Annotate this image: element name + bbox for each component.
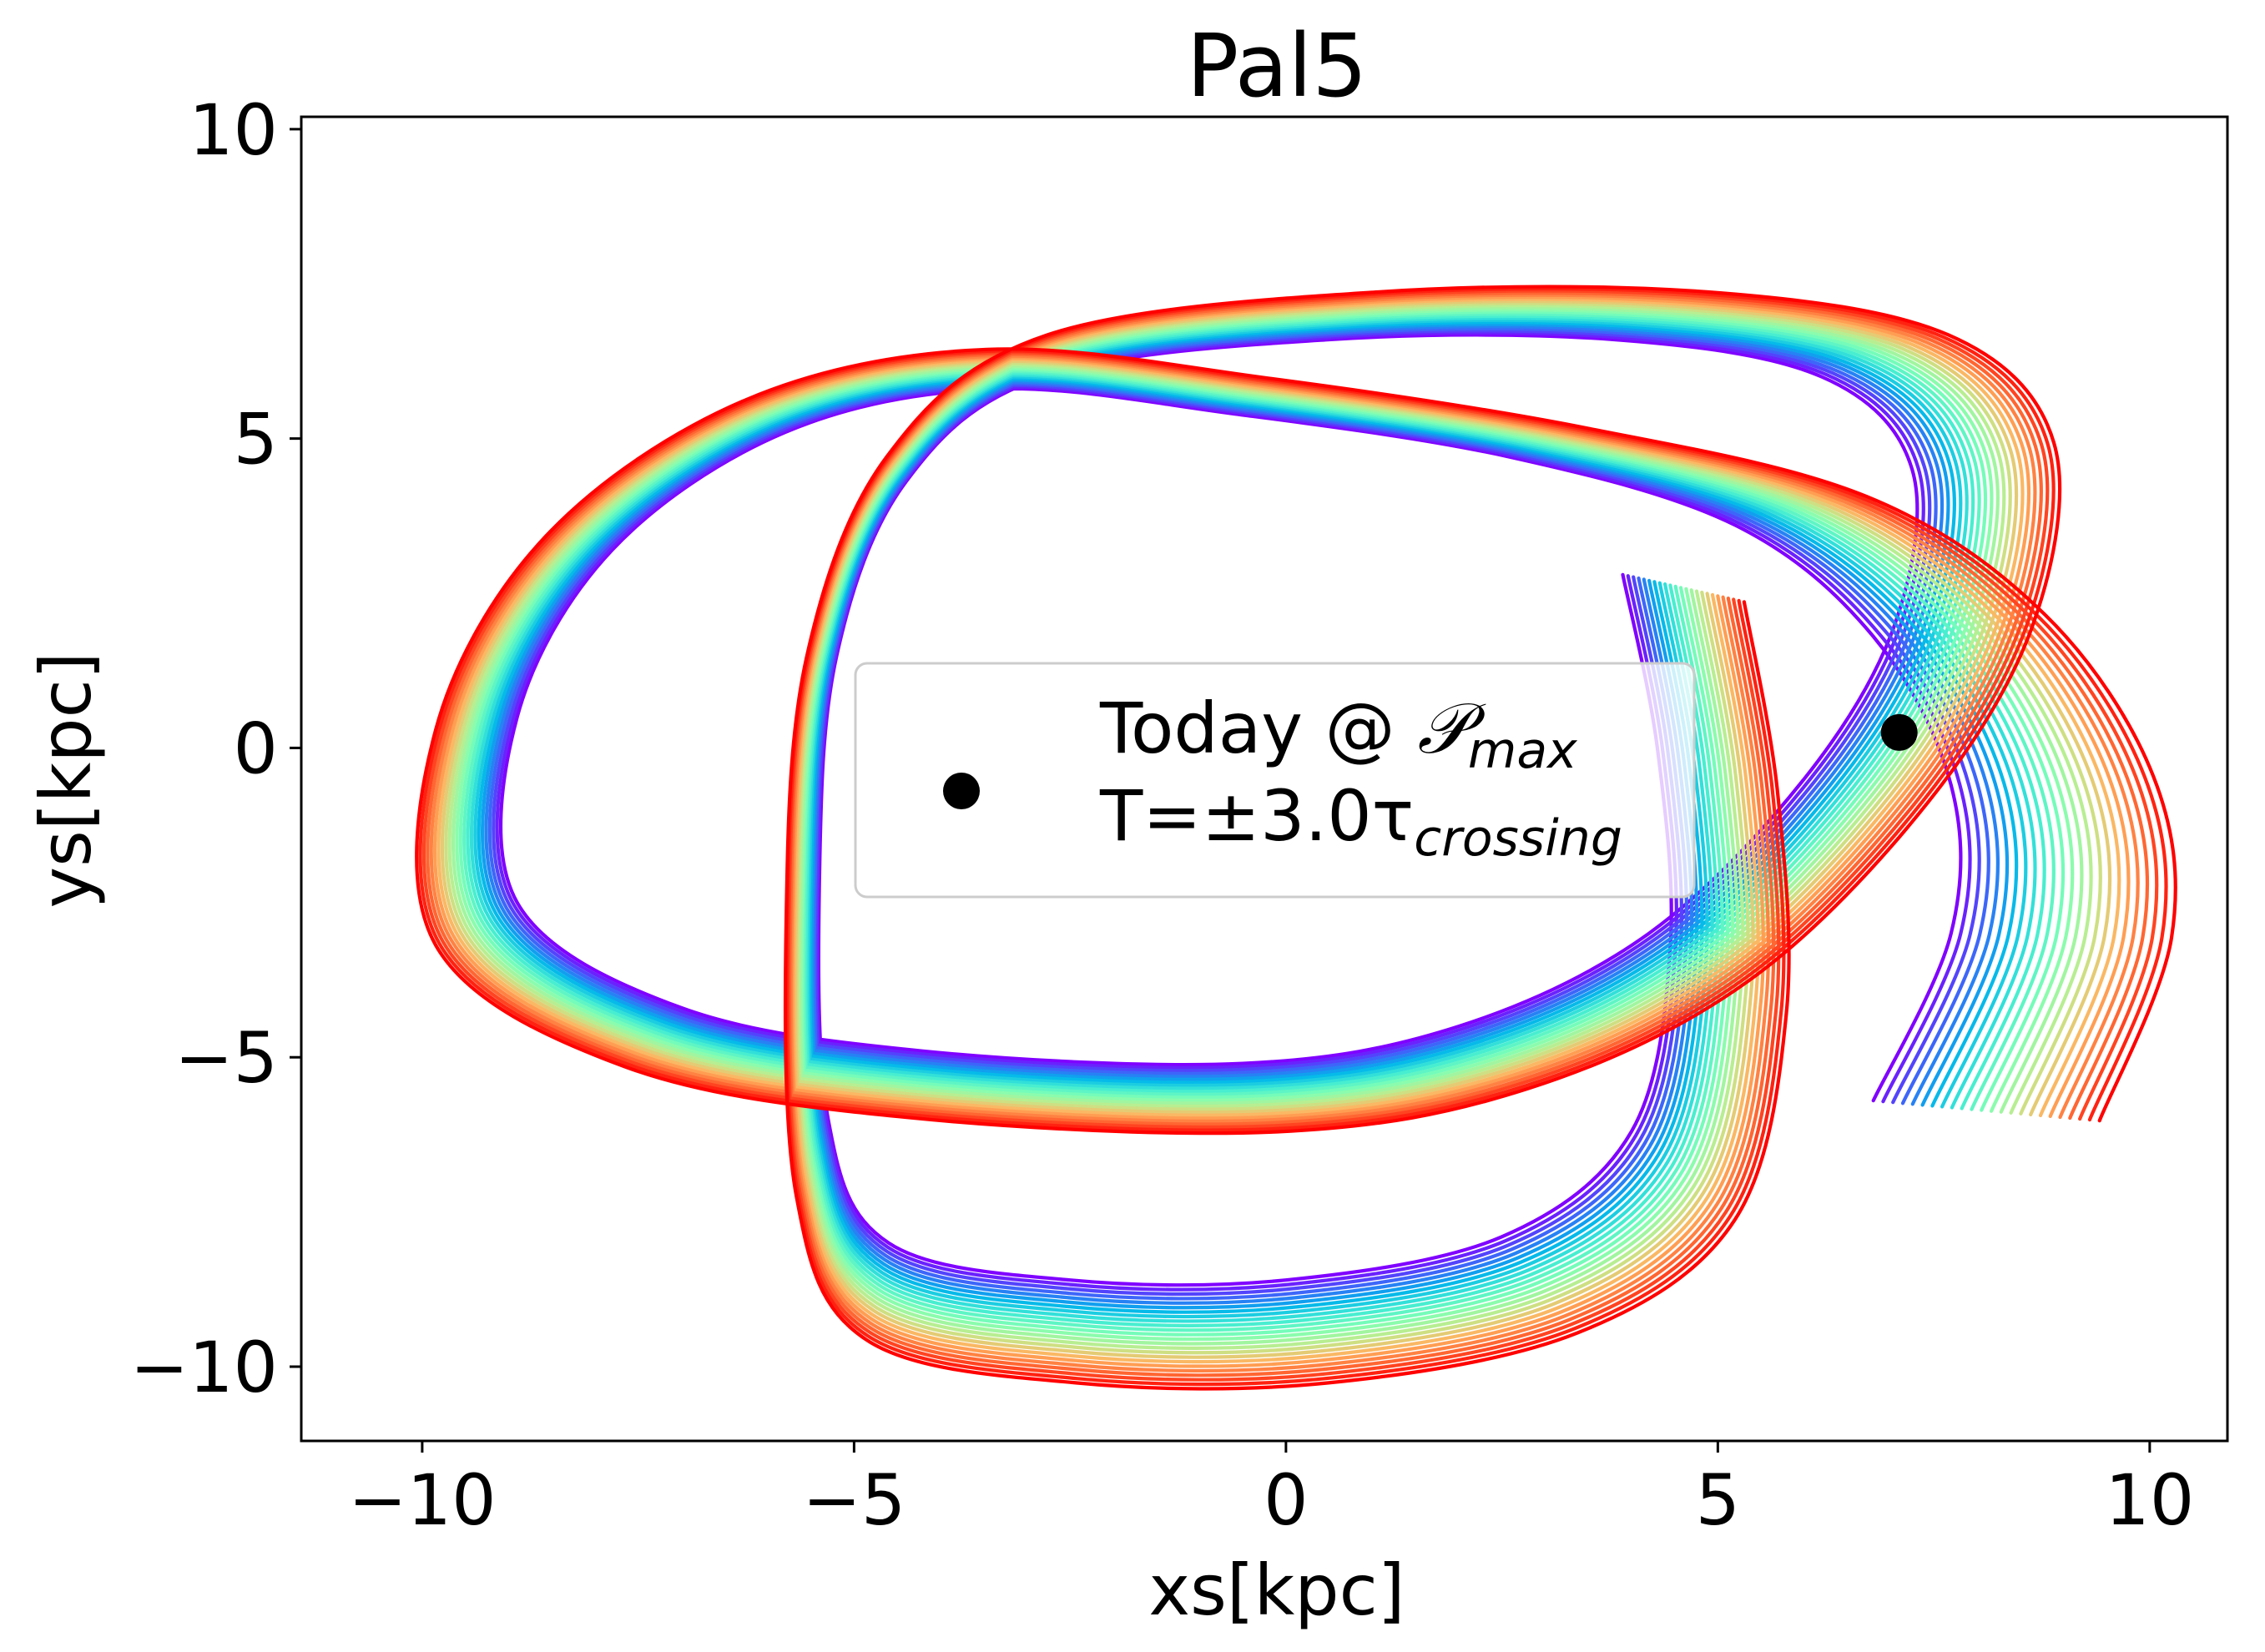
- x-tick-label: 10: [2105, 1459, 2194, 1541]
- orbit-line: [469, 316, 2037, 1323]
- x-tick-label: 0: [1264, 1459, 1308, 1541]
- orbit-line: [462, 312, 2056, 1332]
- legend-entry-line2: T=±3.0τcrossing: [1099, 775, 1622, 868]
- orbit-line: [444, 301, 2102, 1355]
- legend-line1-text: Today @: [1099, 687, 1417, 769]
- legend-marker: [943, 773, 980, 809]
- orbit-line: [455, 308, 2075, 1342]
- orbit-line: [418, 286, 2168, 1387]
- orbit-line: [451, 305, 2084, 1346]
- orbit-line: [426, 291, 2150, 1378]
- legend-line2-sub: crossing: [1414, 809, 1622, 868]
- x-tick-label: −10: [348, 1459, 496, 1541]
- legend-line1-sub: max: [1468, 722, 1577, 780]
- y-axis-label: ys[kpc]: [25, 652, 107, 908]
- y-tick-label: −5: [174, 1017, 278, 1099]
- chart-title: Pal5: [1187, 15, 1368, 117]
- today-marker: [1880, 713, 1918, 751]
- y-tick-label: 5: [234, 399, 278, 481]
- x-tick-label: −5: [802, 1459, 905, 1541]
- y-axis: −10 −5 0 5 10: [130, 89, 301, 1408]
- orbit-line: [436, 297, 2121, 1364]
- legend-box: [854, 662, 1696, 899]
- orbit-line: [477, 320, 2019, 1314]
- legend: Today @ 𝒫max T=±3.0τcrossing: [854, 662, 1696, 899]
- orbit-lines: [415, 285, 2177, 1391]
- legend-line2-text: T=±3.0τ: [1099, 775, 1414, 857]
- orbit-line: [487, 326, 1990, 1301]
- x-axis-label: xs[kpc]: [1148, 1549, 1405, 1631]
- orbit-line: [495, 330, 1972, 1292]
- plot-area: [300, 115, 2229, 1443]
- orbit-line: [415, 285, 2177, 1391]
- orbit-line: [433, 295, 2131, 1368]
- legend-entry-line1: Today @ 𝒫max: [1099, 687, 1577, 780]
- y-tick-label: 10: [189, 89, 278, 171]
- y-tick-label: 0: [234, 708, 278, 789]
- x-tick-label: 5: [1696, 1459, 1740, 1541]
- x-axis: −10 −5 0 5 10: [348, 1441, 2194, 1541]
- plot-frame: [300, 115, 2229, 1443]
- y-tick-label: −10: [130, 1327, 278, 1408]
- orbit-line: [498, 333, 1963, 1287]
